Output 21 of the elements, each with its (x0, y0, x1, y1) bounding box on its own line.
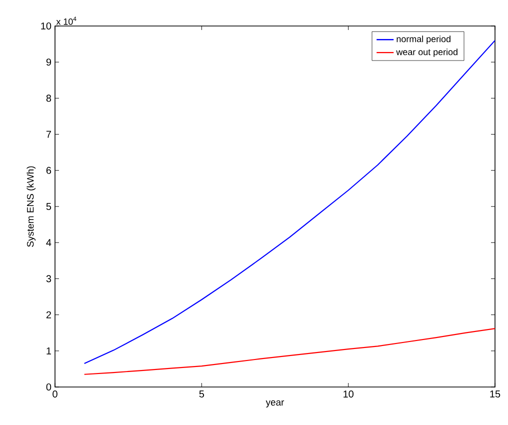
legend-label: normal period (396, 36, 450, 44)
y-tick-label: 9 (46, 58, 52, 66)
y-tick-label: 1 (46, 347, 51, 354)
y-tick-label: 8 (46, 94, 52, 102)
x-tick-label: 5 (199, 390, 204, 398)
x-tick-label: 10 (344, 390, 354, 398)
y-tick-label: 3 (46, 275, 52, 282)
x-tick-label: 0 (52, 390, 58, 398)
line-series (84, 328, 496, 375)
y-tick-label: 2 (46, 311, 51, 318)
y-tick-label: 7 (46, 130, 51, 138)
legend-label: wear out period (396, 48, 458, 57)
y-tick-label: 0 (46, 383, 52, 391)
y-tick-label: 5 (46, 203, 52, 210)
x-tick-label: 15 (490, 390, 500, 398)
y-tick-label: 10 (41, 22, 52, 30)
y-axis-title: System ENS (kWh) (26, 166, 36, 247)
text: x 10$^{4}$ (56, 16, 76, 25)
x-axis-title: year (266, 400, 284, 408)
y-tick-label: 4 (46, 239, 52, 246)
y-tick-label: 6 (46, 166, 52, 174)
